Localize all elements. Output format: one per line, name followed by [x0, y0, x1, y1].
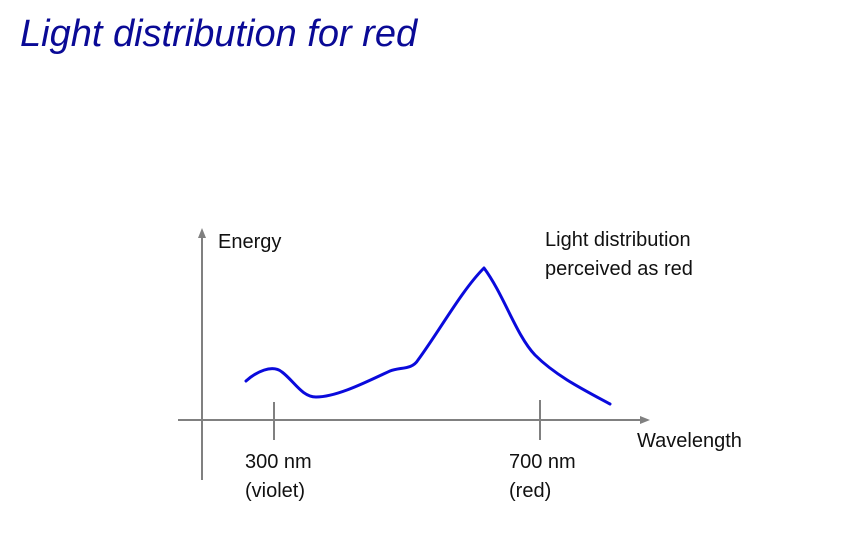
light-distribution-curve [244, 266, 612, 406]
tick-300nm-value: 300 nm [245, 451, 312, 473]
tick-700nm-value: 700 nm [509, 451, 576, 473]
x-axis-arrowhead [640, 416, 650, 424]
tick-300nm-caption: (violet) [245, 480, 305, 502]
slide-title: Light distribution for red [20, 13, 418, 55]
y-axis-label: Energy [218, 231, 281, 253]
tick-700nm-caption: (red) [509, 480, 551, 502]
x-axis-label: Wavelength [637, 430, 742, 452]
y-axis-arrowhead [198, 228, 206, 238]
curve-label-line2: perceived as red [545, 258, 693, 280]
curve-label-line1: Light distribution [545, 229, 691, 251]
